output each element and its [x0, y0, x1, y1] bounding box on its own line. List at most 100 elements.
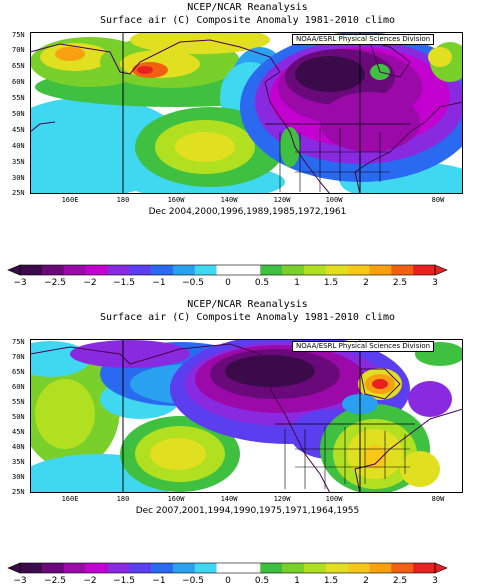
lat-label: 25N: [12, 488, 25, 496]
lon-label: 180: [116, 495, 130, 503]
colorbar-label: 2: [363, 576, 369, 586]
colorbar-label: −1.5: [113, 278, 135, 288]
colorbar-label: 0: [225, 278, 231, 288]
colorbar-label: 1: [294, 576, 300, 586]
colorbar-label: −0.5: [182, 576, 204, 586]
colorbar-label: −3: [13, 576, 27, 586]
colorbar-label: −3: [13, 278, 27, 288]
lat-label: 60N: [12, 78, 25, 86]
panel-top: NCEP/NCAR Reanalysis Surface air (C) Com…: [0, 0, 495, 260]
panel-bottom: NCEP/NCAR Reanalysis Surface air (C) Com…: [0, 297, 495, 557]
colorbar-swatch: [325, 563, 348, 573]
colorbar-swatch: [172, 265, 196, 275]
lon-label: 140W: [220, 495, 238, 503]
anomaly-map: [30, 32, 463, 194]
colorbar-swatch: [260, 265, 283, 275]
composite-dates: Dec 2004,2000,1996,1989,1985,1972,1961: [148, 207, 347, 217]
colorbar-swatch: [172, 563, 196, 573]
colorbar-outline: [19, 264, 436, 276]
lon-label: 120W: [273, 196, 291, 204]
colorbar-label: 1.5: [323, 576, 339, 586]
lat-label: 25N: [12, 189, 25, 197]
lon-label: 160W: [167, 196, 185, 204]
colorbar-label: −0.5: [182, 278, 204, 288]
colorbar-swatch: [20, 563, 43, 573]
lat-label: 35N: [12, 158, 25, 166]
colorbar-label: −1: [152, 278, 166, 288]
colorbar-swatch: [107, 265, 130, 275]
colorbar-swatch: [41, 563, 64, 573]
lat-label: 50N: [12, 110, 25, 118]
colorbar-label: 2.5: [392, 278, 408, 288]
colorbar-label: −1.5: [113, 576, 135, 586]
colorbar-label: 3: [432, 278, 438, 288]
colorbar-label: 0.5: [254, 576, 270, 586]
colorbar-swatch: [303, 265, 327, 275]
colorbar-label: −2: [83, 278, 97, 288]
colorbar-swatch: [41, 265, 64, 275]
lat-label: 40N: [12, 443, 25, 451]
colorbar-swatch: [85, 563, 108, 573]
colorbar-label: −2: [83, 576, 97, 586]
lat-label: 70N: [12, 46, 25, 54]
panel-title-source: NCEP/NCAR Reanalysis: [187, 2, 308, 13]
colorbar-swatch: [369, 563, 392, 573]
colorbar-swatch: [238, 563, 261, 573]
lon-label: 180: [116, 196, 130, 204]
colorbar-low-arrow: [7, 562, 21, 574]
lon-label: 80W: [431, 495, 445, 503]
colorbar-swatch: [63, 265, 86, 275]
lat-label: 30N: [12, 473, 25, 481]
colorbar-label: 0: [225, 576, 231, 586]
colorbar-swatch: [194, 563, 217, 573]
panel-title-variable: Surface air (C) Composite Anomaly 1981-2…: [99, 312, 395, 323]
lat-label: 55N: [12, 398, 25, 406]
lat-label: 45N: [12, 428, 25, 436]
colorbar-label: −2.5: [44, 278, 66, 288]
lat-label: 55N: [12, 94, 25, 102]
lat-label: 70N: [12, 353, 25, 361]
colorbar-swatch: [369, 265, 392, 275]
colorbar-label: 1: [294, 278, 300, 288]
colorbar-swatch: [413, 563, 436, 573]
lat-label: 75N: [12, 31, 25, 39]
lon-label: 100W: [325, 495, 343, 503]
credit-box: NOAA/ESRL Physical Sciences Division: [292, 34, 435, 45]
colorbar-swatch: [325, 265, 348, 275]
colorbar-swatch: [194, 265, 217, 275]
lon-label: 100W: [325, 196, 343, 204]
lon-label: 140W: [220, 196, 238, 204]
colorbar-label: 1.5: [323, 278, 339, 288]
colorbar-swatch: [347, 265, 370, 275]
lat-label: 65N: [12, 62, 25, 70]
lon-label: 160E: [61, 495, 79, 503]
colorbar-swatch: [151, 563, 174, 573]
colorbar-low-arrow: [7, 264, 21, 276]
credit-box: NOAA/ESRL Physical Sciences Division: [292, 341, 435, 352]
lat-label: 50N: [12, 413, 25, 421]
colorbar-swatch: [63, 563, 86, 573]
lon-label: 80W: [431, 196, 445, 204]
colorbar-swatch: [20, 265, 43, 275]
composite-dates: Dec 2007,2001,1994,1990,1975,1971,1964,1…: [135, 506, 360, 516]
lat-label: 30N: [12, 174, 25, 182]
lon-label: 160E: [61, 196, 79, 204]
colorbar-swatch: [216, 265, 239, 275]
lat-label: 60N: [12, 383, 25, 391]
colorbar-outline: [19, 562, 436, 574]
colorbar-swatch: [282, 563, 305, 573]
colorbar-label: −1: [152, 576, 166, 586]
lon-label: 160W: [167, 495, 185, 503]
lat-label: 40N: [12, 142, 25, 150]
lon-label: 120W: [273, 495, 291, 503]
colorbar-label: 2: [363, 278, 369, 288]
colorbar-swatch: [413, 265, 436, 275]
lat-label: 45N: [12, 126, 25, 134]
colorbar-swatch: [151, 265, 174, 275]
colorbar-high-arrow: [434, 264, 448, 276]
lat-label: 35N: [12, 458, 25, 466]
colorbar-swatch: [282, 265, 305, 275]
colorbar-label: 3: [432, 576, 438, 586]
lat-label: 75N: [12, 338, 25, 346]
colorbar-label: −2.5: [44, 576, 66, 586]
